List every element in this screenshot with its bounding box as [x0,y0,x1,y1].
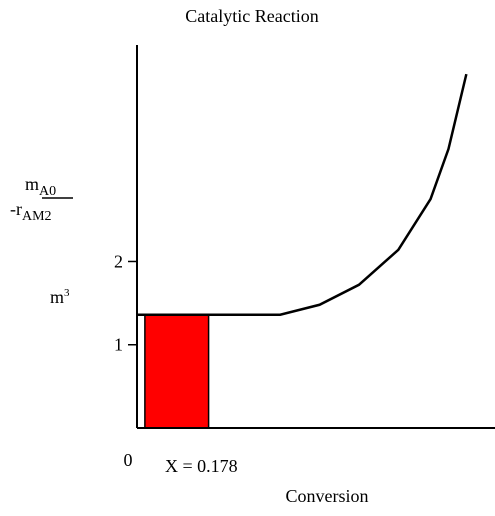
y-tick-label: 2 [114,251,123,271]
y-label-den: -r [10,199,22,219]
x-axis-label: Conversion [286,486,369,506]
y-unit-sup: 3 [64,287,70,299]
y-unit: m3 [50,287,70,307]
y-label-numerator: mA0 [25,174,56,199]
y-label-den-sub: AM2 [22,209,52,224]
area-rectangle [144,314,210,429]
y-tick-label: 1 [114,335,123,355]
y-unit-base: m [50,287,64,307]
y-label-num: m [25,174,39,194]
curve [137,73,468,317]
y-label-num-sub: A0 [39,184,56,199]
x-tick-label: 0 [124,450,133,470]
y-label-denominator: -rAM2 [10,199,52,224]
chart-title: Catalytic Reaction [185,6,318,26]
annotation: X = 0.178 [165,456,238,476]
